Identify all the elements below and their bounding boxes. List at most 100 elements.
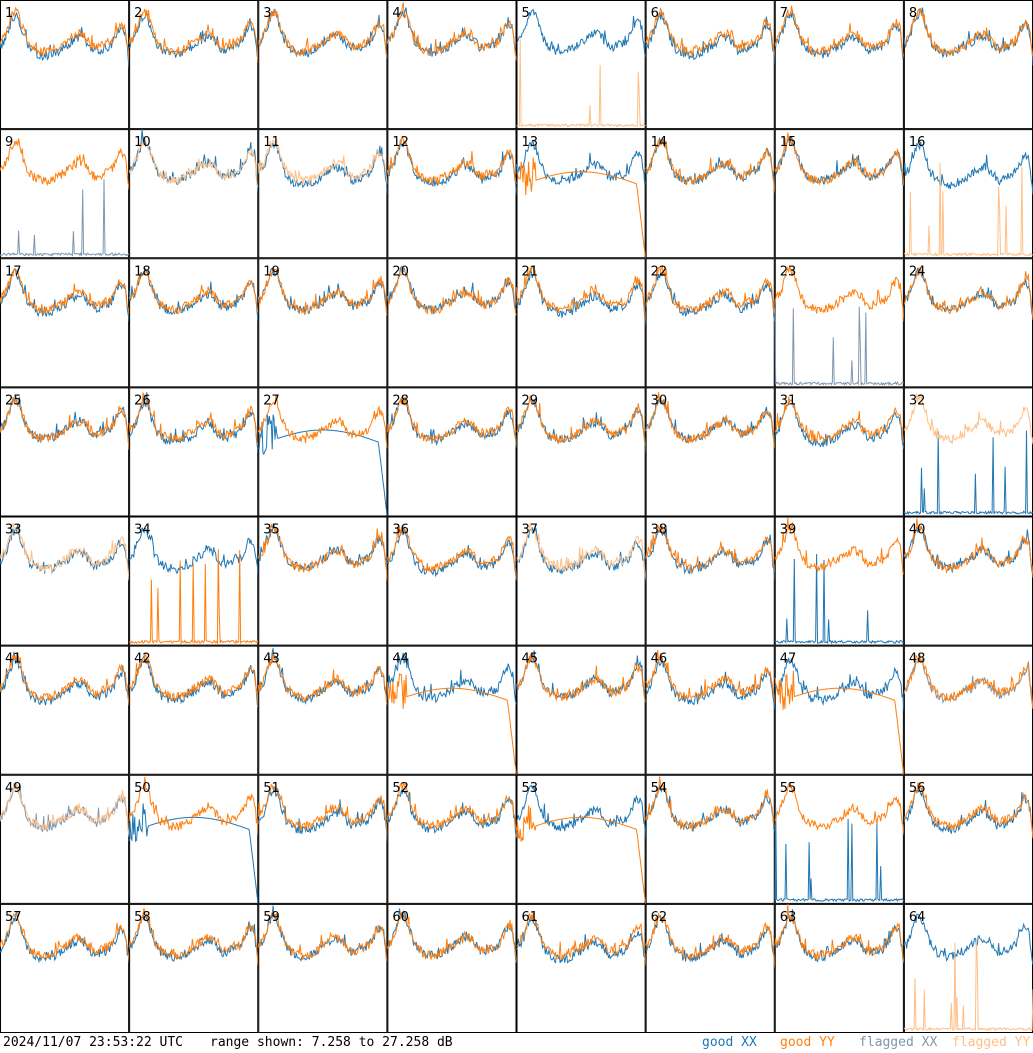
panel-label: 59 <box>263 910 280 925</box>
series-xx-line <box>774 299 905 387</box>
panel-label: 34 <box>134 523 151 538</box>
series-yy-line <box>774 264 905 322</box>
series-xx-line <box>645 269 776 322</box>
panel-label: 27 <box>263 393 280 408</box>
panel-frame <box>774 387 904 517</box>
panel-frame <box>258 129 388 259</box>
panel-57: 57 <box>0 903 130 1033</box>
panel-label: 19 <box>263 264 280 279</box>
series-yy-line <box>128 270 259 315</box>
panel-label: 29 <box>522 393 539 408</box>
panel-label: 28 <box>392 393 409 408</box>
series-xx-line <box>386 529 517 581</box>
panel-label: 6 <box>651 6 659 21</box>
series-yy-line <box>774 517 905 575</box>
panel-label: 7 <box>780 6 788 21</box>
series-yy-line <box>903 393 1033 445</box>
series-yy-line <box>903 266 1033 321</box>
panel-61: 61 <box>516 903 647 1033</box>
panel-18: 18 <box>128 258 259 388</box>
series-xx-line <box>0 11 130 68</box>
panel-24: 24 <box>903 258 1033 388</box>
panel-label: 23 <box>780 264 797 279</box>
panel-label: 5 <box>522 6 530 21</box>
series-yy-line <box>774 903 905 962</box>
legend-good-xx: good XX <box>702 1035 757 1050</box>
panel-label: 30 <box>651 393 668 408</box>
panel-30: 30 <box>645 387 776 517</box>
series-yy-line <box>386 396 517 446</box>
panel-28: 28 <box>386 387 517 517</box>
series-yy-line <box>516 157 647 259</box>
legend-flagged-xx: flagged XX <box>859 1035 938 1050</box>
panel-19: 19 <box>257 258 388 388</box>
panel-59: 59 <box>257 903 388 1033</box>
panel-frame <box>645 774 775 904</box>
panel-label: 42 <box>134 652 151 667</box>
panel-1: 1 <box>0 0 130 130</box>
series-yy-line <box>516 805 647 904</box>
series-xx-line <box>516 8 647 58</box>
panel-9: 9 <box>0 129 130 259</box>
series-yy-line <box>386 2 517 62</box>
series-yy-line <box>645 136 776 193</box>
panel-label: 36 <box>392 523 409 538</box>
panel-29: 29 <box>516 387 647 517</box>
series-yy-line <box>645 7 776 57</box>
panel-11: 11 <box>257 129 388 259</box>
panel-label: 32 <box>909 393 926 408</box>
panel-22: 22 <box>645 258 776 388</box>
panel-35: 35 <box>257 516 388 646</box>
panel-7: 7 <box>774 0 905 130</box>
panel-frame <box>645 0 775 130</box>
series-xx-line <box>128 526 259 575</box>
panel-label: 52 <box>392 781 409 796</box>
panel-frame <box>258 0 388 130</box>
panel-label: 12 <box>392 135 409 150</box>
panel-label: 50 <box>134 781 151 796</box>
series-yy-line <box>774 670 905 775</box>
panel-label: 18 <box>134 264 151 279</box>
panel-frame <box>774 645 904 775</box>
panel-label: 22 <box>651 264 668 279</box>
series-xx-line <box>257 786 388 842</box>
series-yy-line <box>0 912 130 961</box>
panel-39: 39 <box>774 516 905 646</box>
series-xx-line <box>516 784 647 839</box>
footer: 2024/11/07 23:53:22 UTC range shown: 7.2… <box>0 1033 1033 1053</box>
panel-label: 43 <box>263 652 280 667</box>
series-xx-line <box>0 179 130 257</box>
panel-frame <box>0 774 130 904</box>
series-xx-line <box>516 139 647 186</box>
panel-label: 26 <box>134 393 151 408</box>
panel-51: 51 <box>257 774 388 904</box>
panel-47: 47 <box>774 645 905 775</box>
series-xx-line <box>903 430 1033 516</box>
panel-label: 37 <box>522 523 539 538</box>
panel-label: 64 <box>909 910 926 925</box>
panel-58: 58 <box>128 903 259 1033</box>
panel-label: 57 <box>5 910 22 925</box>
series-yy-line <box>128 136 259 189</box>
legend-good-yy: good YY <box>780 1035 835 1050</box>
panel-label: 17 <box>5 264 22 279</box>
series-yy-line <box>128 549 259 645</box>
panel-frame <box>0 129 130 259</box>
range-text: range shown: 7.258 to 27.258 dB <box>210 1035 453 1050</box>
panel-label: 13 <box>522 135 539 150</box>
panel-64: 64 <box>903 903 1033 1033</box>
series-yy-line <box>386 135 517 186</box>
panel-12: 12 <box>386 129 517 259</box>
panel-20: 20 <box>386 258 517 388</box>
series-yy-line <box>257 394 388 449</box>
series-yy-line <box>128 8 259 64</box>
panel-63: 63 <box>774 903 905 1033</box>
panel-41: 41 <box>0 645 130 775</box>
legend-flagged-yy: flagged YY <box>952 1035 1031 1050</box>
panel-frame <box>516 387 646 517</box>
panel-frame <box>129 0 259 130</box>
series-xx-line <box>645 12 776 65</box>
panel-label: 49 <box>5 781 22 796</box>
panel-label: 21 <box>522 264 539 279</box>
panel-frame <box>516 258 646 388</box>
